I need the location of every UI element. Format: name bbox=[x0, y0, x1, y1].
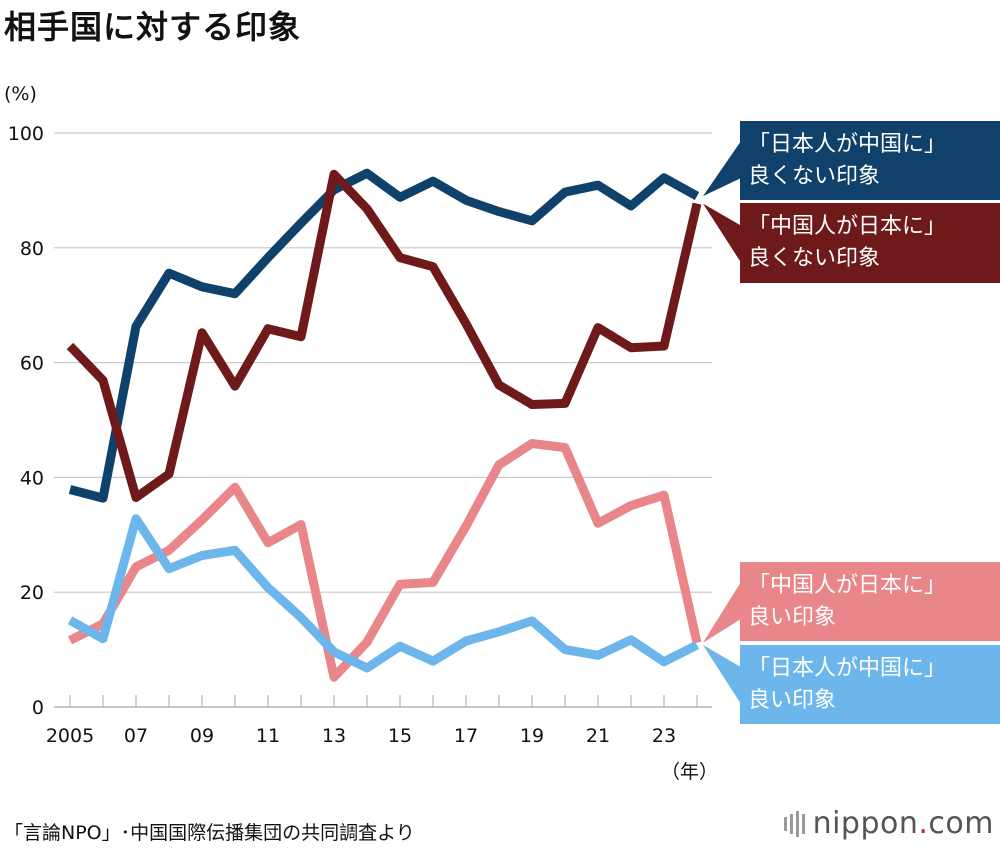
x-tick-label: 17 bbox=[454, 725, 478, 747]
series-line-3 bbox=[67, 514, 700, 673]
x-tick-label: 13 bbox=[322, 725, 346, 747]
x-tick-label: 21 bbox=[586, 725, 610, 747]
legend-label-3-0: 「日本人が中国に」 bbox=[748, 656, 946, 681]
legend-box-1 bbox=[703, 203, 1000, 283]
x-axis-label: （年） bbox=[661, 761, 718, 783]
legend-label-3-1: 良い印象 bbox=[748, 688, 836, 713]
logo-bars-icon bbox=[783, 810, 805, 837]
y-tick-label: 80 bbox=[20, 238, 44, 260]
y-tick-label: 40 bbox=[20, 467, 44, 489]
legend-label-2-1: 良い印象 bbox=[748, 605, 836, 630]
nippon-logo: nippon. com bbox=[783, 806, 994, 841]
y-tick-label: 60 bbox=[20, 353, 44, 375]
legend-label-1-0: 「中国人が日本に」 bbox=[748, 214, 946, 239]
legend-box-2 bbox=[703, 562, 1000, 643]
series-line-0 bbox=[68, 168, 700, 503]
y-tick-label: 20 bbox=[20, 582, 44, 604]
legend-box-3 bbox=[703, 645, 1000, 724]
y-axis-tick-labels: 0 20 40 60 80 100 bbox=[8, 123, 44, 719]
y-tick-label: 0 bbox=[32, 697, 44, 719]
legend-box-0 bbox=[703, 121, 1000, 200]
legend: 「日本人が中国に」良くない印象「中国人が日本に」良くない印象「中国人が日本に」良… bbox=[703, 121, 1000, 724]
x-tick-label: 2005 bbox=[46, 725, 94, 747]
y-axis-label: (%) bbox=[4, 83, 37, 105]
legend-label-0-1: 良くない印象 bbox=[748, 164, 880, 189]
x-tick-label: 15 bbox=[388, 725, 412, 747]
legend-label-2-0: 「中国人が日本に」 bbox=[748, 573, 946, 598]
chart-title: 相手国に対する印象 bbox=[4, 8, 302, 46]
series-line-2 bbox=[67, 439, 702, 682]
x-tick-label: 11 bbox=[256, 725, 280, 747]
x-tick-label: 19 bbox=[520, 725, 544, 747]
legend-label-1-1: 良くない印象 bbox=[748, 246, 880, 271]
series-line-1 bbox=[66, 169, 702, 502]
legend-label-0-0: 「日本人が中国に」 bbox=[748, 132, 946, 157]
y-tick-label: 100 bbox=[8, 123, 44, 145]
source-note: 「言論NPO」･中国国際伝播集団の共同調査より bbox=[4, 822, 415, 844]
logo-dot: . bbox=[918, 806, 929, 841]
series-lines bbox=[66, 168, 702, 682]
logo-tld: com bbox=[928, 806, 994, 841]
logo-name: nippon bbox=[812, 806, 919, 841]
x-tick-label: 23 bbox=[652, 725, 676, 747]
x-tick-label: 07 bbox=[124, 725, 148, 747]
x-axis-tick-labels: 2005 07 09 11 13 15 17 19 21 23 bbox=[46, 695, 698, 747]
x-tick-label: 09 bbox=[190, 725, 214, 747]
